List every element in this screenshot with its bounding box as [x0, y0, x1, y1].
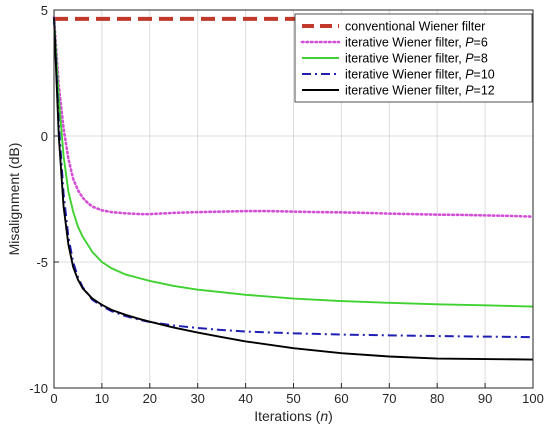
x-tick-label: 90: [478, 391, 492, 406]
legend-item: iterative Wiener filter, P=10: [302, 68, 495, 82]
x-tick-label: 70: [382, 391, 396, 406]
legend-label: iterative Wiener filter, P=12: [345, 84, 495, 98]
x-tick-label: 30: [190, 391, 204, 406]
legend: conventional Wiener filter iterative Wien…: [294, 13, 533, 103]
x-tick-label: 80: [430, 391, 444, 406]
legend-item: iterative Wiener filter, P=8: [302, 52, 488, 66]
legend-label: conventional Wiener filter: [345, 20, 485, 34]
legend-label: iterative Wiener filter, P=10: [345, 68, 495, 82]
y-tick-label: 0: [41, 129, 48, 144]
x-tick-label: 60: [334, 391, 348, 406]
legend-item: conventional Wiener filter: [302, 20, 485, 34]
y-tick-label: -5: [36, 255, 48, 270]
series-line-2: [53, 17, 534, 308]
axis-ticks: 0 10 20 30 40 50 60 70 80 90 100 -10 -5 0 5: [29, 3, 544, 406]
legend-label: iterative Wiener filter, P=8: [345, 52, 488, 66]
legend-item: iterative Wiener filter, P=6: [300, 36, 488, 50]
y-axis-label: Misalignment (dB): [6, 143, 22, 256]
x-tick-label: 100: [522, 391, 544, 406]
x-axis-label: Iterations (n): [254, 408, 333, 424]
x-tick-label: 50: [286, 391, 300, 406]
x-tick-label: 0: [50, 391, 57, 406]
y-tick-label: -10: [29, 381, 48, 396]
series-line-1: [52, 16, 535, 218]
series-line-3: [53, 17, 534, 339]
legend-label: iterative Wiener filter, P=6: [345, 36, 488, 50]
x-tick-label: 20: [143, 391, 157, 406]
series-line-4: [53, 17, 534, 361]
x-tick-label: 40: [238, 391, 252, 406]
y-tick-label: 5: [41, 3, 48, 18]
legend-item: iterative Wiener filter, P=12: [302, 84, 495, 98]
x-tick-label: 10: [95, 391, 109, 406]
